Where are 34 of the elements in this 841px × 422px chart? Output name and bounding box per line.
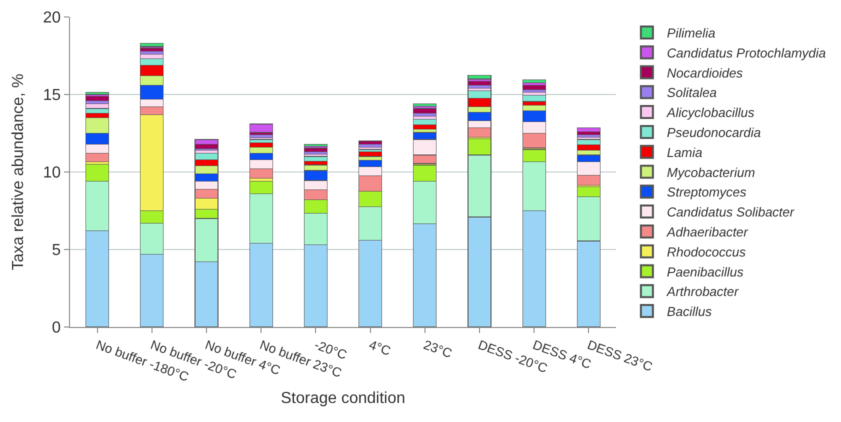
legend-label: Candidatus Protochlamydia xyxy=(666,45,826,60)
y-axis-title: Taxa relative abundance, % xyxy=(10,74,27,270)
bar xyxy=(413,104,437,106)
y-tick-label: 15 xyxy=(43,87,61,104)
legend-label: Alicyclobacillus xyxy=(666,105,755,120)
legend-label: Adhaeribacter xyxy=(666,224,749,240)
legend-label: Streptomyces xyxy=(666,184,747,200)
legend-label: Solitalea xyxy=(666,85,717,100)
bar xyxy=(413,119,437,126)
x-tick-label: 23°C xyxy=(422,336,454,361)
legend-label: Lamia xyxy=(666,144,702,160)
legend-label: Bacillus xyxy=(666,304,712,320)
x-axis-title: Storage condition xyxy=(280,390,406,408)
y-tick-label: 20 xyxy=(43,10,61,27)
legend-label: Candidatus Solibacter xyxy=(666,204,795,220)
bar xyxy=(468,74,492,80)
bar xyxy=(358,140,382,144)
legend-label: Paenibacillus xyxy=(666,264,744,280)
bar xyxy=(576,128,600,132)
legend-label: Nocardioides xyxy=(666,65,744,80)
y-tick-label: 5 xyxy=(52,242,61,260)
legend-label: Pilimelia xyxy=(666,26,716,41)
bar xyxy=(468,81,492,86)
bar xyxy=(522,94,546,102)
legend-label: Arthrobacter xyxy=(666,284,740,300)
y-tick-label: 10 xyxy=(43,164,61,182)
bar xyxy=(358,152,382,157)
x-tick-label: 4°C xyxy=(367,336,393,358)
legend-label: Rhodococcus xyxy=(666,244,746,260)
y-tick-label: 0 xyxy=(52,320,61,337)
bar xyxy=(249,124,273,133)
legend-label: Pseudonocardia xyxy=(666,125,761,140)
legend-label: Mycobacterium xyxy=(666,164,756,180)
bar xyxy=(522,79,546,84)
